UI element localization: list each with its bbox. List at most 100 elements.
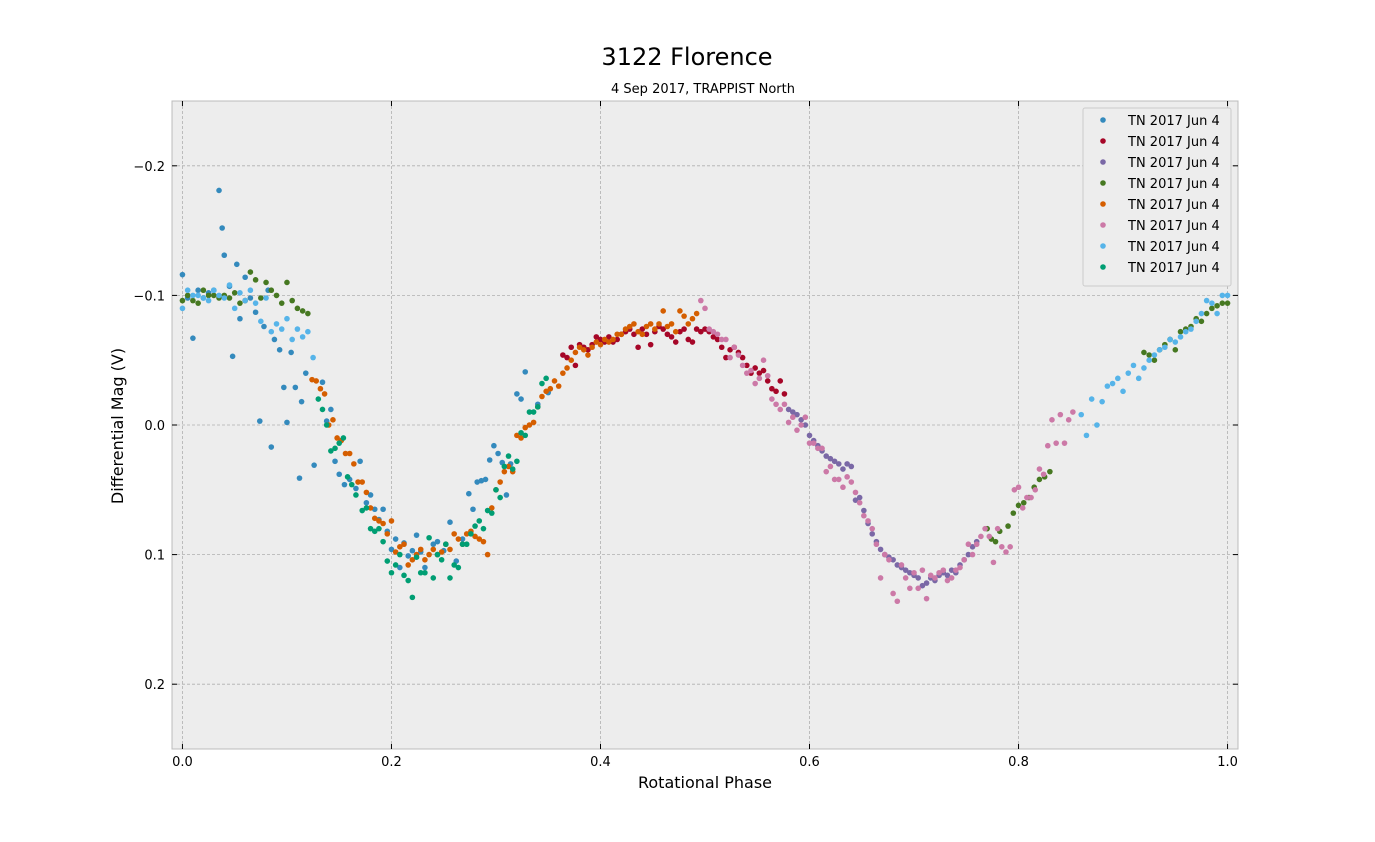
data-point xyxy=(184,287,191,294)
data-point xyxy=(384,558,391,564)
data-point xyxy=(568,344,575,351)
data-point xyxy=(455,564,462,571)
data-point xyxy=(501,468,508,475)
data-point xyxy=(1024,494,1030,501)
data-point xyxy=(237,315,243,322)
data-point xyxy=(702,305,708,312)
data-point xyxy=(190,297,196,304)
data-point xyxy=(848,463,855,470)
data-point xyxy=(1172,339,1179,345)
data-point xyxy=(744,370,750,376)
data-point xyxy=(948,575,955,581)
data-point xyxy=(1146,352,1152,358)
data-point xyxy=(781,401,788,408)
data-point xyxy=(348,481,355,488)
legend-marker xyxy=(1100,159,1106,165)
data-point xyxy=(367,492,374,498)
data-point xyxy=(484,551,491,558)
data-point xyxy=(1053,440,1059,446)
legend-label: TN 2017 Jun 4 xyxy=(1127,135,1220,150)
data-point xyxy=(401,541,407,548)
data-point xyxy=(1151,357,1158,364)
data-point xyxy=(237,300,243,306)
data-point xyxy=(539,380,545,387)
data-point xyxy=(769,396,775,402)
data-point xyxy=(915,585,921,592)
data-point xyxy=(643,331,650,338)
data-point xyxy=(367,525,374,532)
data-point xyxy=(340,435,347,441)
data-point xyxy=(869,531,876,537)
data-point xyxy=(518,429,524,436)
data-point xyxy=(278,326,285,332)
data-point xyxy=(1120,388,1126,395)
data-point xyxy=(978,533,984,540)
data-points xyxy=(179,187,1231,605)
data-point xyxy=(789,409,796,415)
data-point xyxy=(702,326,708,332)
data-point xyxy=(459,541,466,548)
data-point xyxy=(810,440,817,446)
data-point xyxy=(526,409,533,415)
data-point xyxy=(489,505,495,511)
data-point xyxy=(447,519,453,525)
data-point xyxy=(229,353,236,360)
data-point xyxy=(413,532,420,538)
data-point xyxy=(195,300,201,306)
data-point xyxy=(969,551,976,558)
data-point xyxy=(764,378,771,384)
series-7 xyxy=(179,282,1231,439)
data-point xyxy=(242,297,248,304)
data-point xyxy=(451,531,457,537)
data-point xyxy=(252,309,259,316)
data-point xyxy=(789,414,796,421)
data-point xyxy=(560,370,566,376)
data-point xyxy=(1209,300,1215,306)
data-point xyxy=(311,462,317,468)
data-point xyxy=(777,406,784,413)
y-tick-label: 0.1 xyxy=(144,549,165,564)
data-point xyxy=(1162,344,1168,351)
data-point xyxy=(1032,487,1039,493)
data-point xyxy=(486,457,493,463)
data-point xyxy=(237,290,243,296)
legend-marker xyxy=(1100,264,1106,270)
data-point xyxy=(526,422,533,428)
data-point xyxy=(1219,292,1226,299)
data-point xyxy=(555,383,562,389)
data-point xyxy=(380,506,386,513)
data-point xyxy=(1036,466,1043,472)
data-point xyxy=(1141,365,1147,371)
x-tick-label: 0.0 xyxy=(172,755,193,770)
data-point xyxy=(1188,326,1194,332)
data-point xyxy=(1209,305,1215,312)
data-point xyxy=(397,551,403,558)
data-point xyxy=(1007,544,1013,550)
data-point xyxy=(886,556,892,563)
data-point xyxy=(1182,328,1189,335)
data-point xyxy=(219,225,225,231)
data-point xyxy=(388,518,395,524)
legend-marker xyxy=(1100,117,1106,123)
data-point xyxy=(861,512,867,519)
data-point xyxy=(994,525,1001,532)
data-point xyxy=(1203,310,1210,317)
data-point xyxy=(606,339,612,345)
data-point xyxy=(681,326,687,332)
data-point xyxy=(957,564,963,571)
data-point xyxy=(1214,302,1220,309)
data-point xyxy=(585,352,591,358)
legend-marker xyxy=(1100,222,1106,228)
data-point xyxy=(902,567,909,573)
data-point xyxy=(443,541,449,548)
data-point xyxy=(409,556,416,563)
data-point xyxy=(317,385,324,392)
data-point xyxy=(263,295,269,301)
data-point xyxy=(827,455,834,462)
data-point xyxy=(572,349,579,356)
data-point xyxy=(965,551,972,558)
data-point xyxy=(685,336,692,343)
data-point xyxy=(268,444,275,450)
data-point xyxy=(336,440,343,446)
data-point xyxy=(422,569,428,576)
